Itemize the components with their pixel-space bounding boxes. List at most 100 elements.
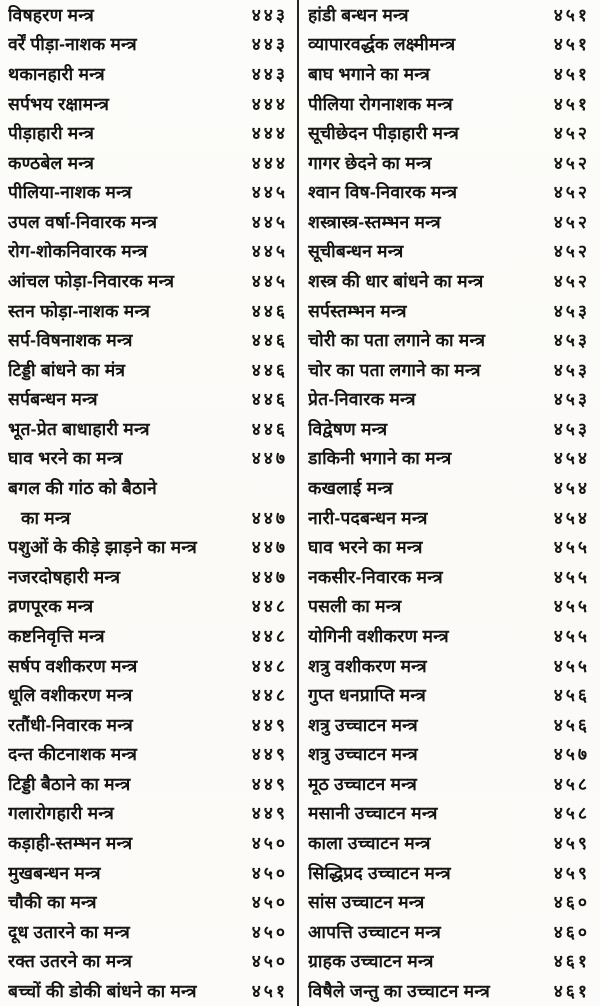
entry-title: ग्राहक उच्चाटन मन्त्र [308,951,434,972]
entry-title: वर्रें पीड़ा-नाशक मन्त्र [8,34,137,55]
entry-title: सिद्धिप्रद उच्चाटन मन्त्र [308,862,451,883]
entry-page-number: ४४५ [251,182,288,203]
entry-title: चोर का पता लगाने का मन्त्र [308,359,481,380]
entry-title: गलारोगहारी मन्त्र [8,803,114,824]
entry-title: मसानी उच्चाटन मन्त्र [308,803,438,824]
index-row: घाव भरने का मन्त्र ४४७ [0,444,297,474]
entry-page-number: ४४९ [251,744,288,765]
index-row: व्यापारवर्द्धक लक्ष्मीमन्त्र ४५१ [299,30,600,60]
index-row: हांडी बन्धन मन्त्र ४५१ [299,0,600,30]
index-row: शत्रु वशीकरण मन्त्र ४५५ [299,651,600,681]
entry-page-number: ४५० [251,951,288,972]
entry-title: शत्रु उच्चाटन मन्त्र [308,744,418,765]
entry-title: रोग-शोकनिवारक मन्त्र [8,241,148,262]
entry-title: कड़ाही-स्तम्भन मन्त्र [8,832,133,853]
entry-title: सर्पबन्धन मन्त्र [8,389,98,410]
entry-title: आपत्ति उच्चाटन मन्त्र [308,921,441,942]
entry-page-number: ४४५ [251,270,288,291]
entry-page-number: ४५० [251,862,288,883]
entry-title: दन्त कीटनाशक मन्त्र [8,744,138,765]
entry-title: व्यापारवर्द्धक लक्ष्मीमन्त्र [308,34,456,55]
entry-page-number: ४४७ [251,566,288,587]
index-row: नकसीर-निवारक मन्त्र ४५५ [299,562,600,592]
index-row: आपत्ति उच्चाटन मन्त्र ४६० [299,917,600,947]
entry-title: सांस उच्चाटन मन्त्र [308,892,425,913]
index-row: टिड्डी बैठाने का मन्त्र ४४९ [0,769,297,799]
entry-page-number: ४५३ [553,389,590,410]
index-row: गागर छेदने का मन्त्र ४५२ [299,148,600,178]
entry-page-number: ४६१ [553,951,590,972]
index-row: सूचीबन्धन मन्त्र ४५२ [299,237,600,267]
entry-title: शत्रु वशीकरण मन्त्र [308,655,427,676]
entry-page-number: ४४४ [251,152,288,173]
entry-page-number: ४५४ [553,478,590,499]
entry-page-number: ४५० [251,892,288,913]
index-row: मूठ उच्चाटन मन्त्र ४५८ [299,769,600,799]
index-row: सर्पभय रक्षामन्त्र ४४४ [0,89,297,119]
entry-page-number: ४५५ [553,655,590,676]
entry-page-number: ४४८ [251,685,288,706]
entry-title: धूलि वशीकरण मन्त्र [8,685,133,706]
index-row: टिड्डी बांधने का मंत्र ४४६ [0,355,297,385]
entry-page-number: ४५६ [553,685,590,706]
index-row: पीलिया-नाशक मन्त्र ४४५ [0,177,297,207]
entry-title: चोरी का पता लगाने का मन्त्र [308,330,486,351]
entry-title: पीलिया-नाशक मन्त्र [8,182,132,203]
index-row: वर्रें पीड़ा-नाशक मन्त्र ४४३ [0,30,297,60]
entry-title: श्वान विष-निवारक मन्त्र [308,182,458,203]
entry-page-number: ४४९ [251,714,288,735]
entry-title: दूध उतारने का मन्त्र [8,921,130,942]
entry-page-number: ४५२ [553,270,590,291]
entry-title: घाव भरने का मन्त्र [308,537,423,558]
entry-title: सर्पस्तम्भन मन्त्र [308,300,407,321]
entry-title: मुखबन्धन मन्त्र [8,862,101,883]
entry-page-number: ४५५ [553,625,590,646]
entry-page-number: ४५८ [553,773,590,794]
index-row: सर्षप वशीकरण मन्त्र ४४८ [0,651,297,681]
index-row: गलारोगहारी मन्त्र ४४९ [0,799,297,829]
entry-page-number: ४५६ [553,714,590,735]
index-row: गुप्त धनप्राप्ति मन्त्र ४५६ [299,680,600,710]
entry-page-number: ४५१ [553,93,590,114]
index-row: विषैले जन्तु का उच्चाटन मन्त्र ४६१ [299,976,600,1006]
entry-title: बाघ भगाने का मन्त्र [308,63,431,84]
entry-title: गागर छेदने का मन्त्र [308,152,432,173]
entry-title: चौकी का मन्त्र [8,892,97,913]
entry-page-number: ४४७ [251,507,288,528]
entry-title: पीड़ाहारी मन्त्र [8,123,95,144]
entry-page-number: ४५२ [553,152,590,173]
index-row: शस्त्र की धार बांधने का मन्त्र ४५२ [299,266,600,296]
index-row: बच्चों की डोकी बांधने का मन्त्र ४५१ [0,976,297,1006]
index-row: ग्राहक उच्चाटन मन्त्र ४६१ [299,947,600,977]
entry-title: सूचीबन्धन मन्त्र [308,241,404,262]
index-row: विषहरण मन्त्र ४४३ [0,0,297,30]
index-row: डाकिनी भगाने का मन्त्र ४५४ [299,444,600,474]
entry-title: आंचल फोड़ा-निवारक मन्त्र [8,270,175,291]
index-row: दूध उतारने का मन्त्र ४५० [0,917,297,947]
index-row: शत्रु उच्चाटन मन्त्र ४५६ [299,710,600,740]
entry-page-number: ४५७ [553,744,590,765]
entry-title: कष्टनिवृत्ति मन्त्र [8,625,105,646]
index-row: सूचीछेदन पीड़ाहारी मन्त्र ४५२ [299,118,600,148]
index-row: धूलि वशीकरण मन्त्र ४४८ [0,680,297,710]
entry-title: विद्वेषण मन्त्र [308,418,388,439]
entry-title: पसली का मन्त्र [308,596,402,617]
entry-page-number: ४५२ [553,211,590,232]
entry-title: सूचीछेदन पीड़ाहारी मन्त्र [308,123,459,144]
index-row: मसानी उच्चाटन मन्त्र ४५८ [299,799,600,829]
index-row: शस्त्रास्त्र-स्तम्भन मन्त्र ४५२ [299,207,600,237]
entry-page-number: ४४७ [251,448,288,469]
entry-page-number: ४५५ [553,566,590,587]
entry-title: पशुओं के कीड़े झाड़ने का मन्त्र [8,537,198,558]
index-row: नारी-पदबन्धन मन्त्र ४५४ [299,503,600,533]
entry-title: कखलाई मन्त्र [308,478,394,499]
index-row: बाघ भगाने का मन्त्र ४५१ [299,59,600,89]
entry-title: सर्प-विषनाशक मन्त्र [8,330,133,351]
index-row: दन्त कीटनाशक मन्त्र ४४९ [0,739,297,769]
entry-title: शस्त्र की धार बांधने का मन्त्र [308,270,484,291]
index-row: कष्टनिवृत्ति मन्त्र ४४८ [0,621,297,651]
index-row: चोर का पता लगाने का मन्त्र ४५३ [299,355,600,385]
entry-page-number: ४५५ [553,537,590,558]
entry-page-number: ४५९ [553,862,590,883]
entry-title: व्रणपूरक मन्त्र [8,596,94,617]
